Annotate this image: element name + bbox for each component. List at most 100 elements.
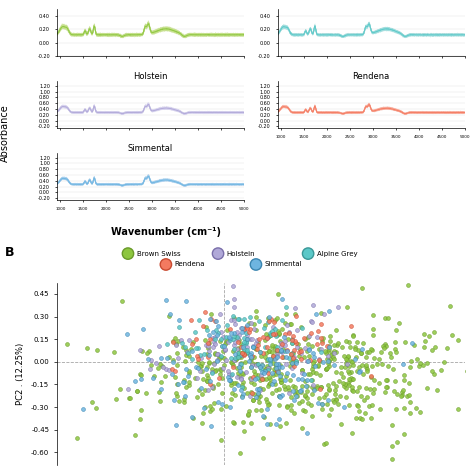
Point [382,314,389,322]
Point [342,359,349,366]
Point [217,405,225,412]
Point [239,348,247,356]
Point [345,369,352,377]
Point [342,384,350,392]
Point [254,390,262,398]
Point [165,312,173,319]
Point [125,394,133,401]
Point [269,359,277,367]
Point [454,405,461,412]
Point [315,355,322,362]
Point [227,403,234,410]
Point [237,360,244,368]
Point [146,365,154,373]
Point [290,349,297,356]
Point [260,413,267,421]
Point [286,362,293,369]
Point [355,402,362,410]
Point [216,374,223,382]
Point [214,331,221,338]
Point [242,329,250,337]
Point [277,393,284,401]
Point [304,400,311,407]
Point [250,353,258,361]
Point [382,383,389,391]
Point [419,362,427,369]
Point [268,348,276,356]
Point [210,361,218,368]
Point [205,358,212,366]
Point [269,371,276,378]
Point [370,311,377,319]
Point [362,363,370,371]
Point [336,392,344,400]
Point [306,346,313,353]
Point [211,350,219,358]
Point [406,398,414,405]
Point [259,349,266,357]
Point [158,362,166,370]
Point [297,386,305,394]
Point [249,343,257,351]
Point [234,335,242,342]
Point [155,365,162,372]
Point [330,341,337,349]
Point [255,341,262,349]
Point [237,340,245,348]
Point [145,347,152,355]
Point [330,349,338,357]
Point [265,380,273,388]
Point [184,349,191,356]
Point [359,340,366,347]
Point [205,374,212,382]
Point [290,382,297,390]
Point [417,408,424,415]
Point [334,303,342,311]
Point [235,364,243,371]
Point [228,389,235,397]
Point [210,328,217,336]
Point [243,335,251,343]
Point [138,347,146,355]
Point [268,341,275,349]
Point [326,386,333,393]
Point [169,338,176,346]
Point [316,371,323,379]
Point [211,317,219,325]
Point [247,354,255,362]
Point [271,345,279,353]
Point [349,331,356,338]
Point [264,365,271,372]
Point [318,383,325,391]
Point [198,355,205,362]
Point [181,392,189,400]
Point [253,406,260,414]
Point [268,389,276,396]
Point [36,365,43,373]
Point [145,356,152,363]
Point [230,317,238,324]
Point [243,349,251,357]
Point [210,338,218,346]
Point [279,295,286,302]
Point [314,362,322,369]
Point [319,358,327,365]
Point [264,343,271,350]
Point [191,374,198,382]
Point [320,440,328,448]
Point [250,381,258,388]
Point [236,367,244,374]
Point [234,315,242,323]
Point [345,338,352,346]
Point [298,375,305,383]
Point [253,386,261,393]
Point [278,326,286,333]
Point [304,357,311,365]
Point [367,414,374,421]
Point [229,283,237,290]
Point [307,376,314,384]
Point [258,362,265,369]
Point [261,365,269,373]
Point [246,407,253,414]
Point [347,357,355,365]
